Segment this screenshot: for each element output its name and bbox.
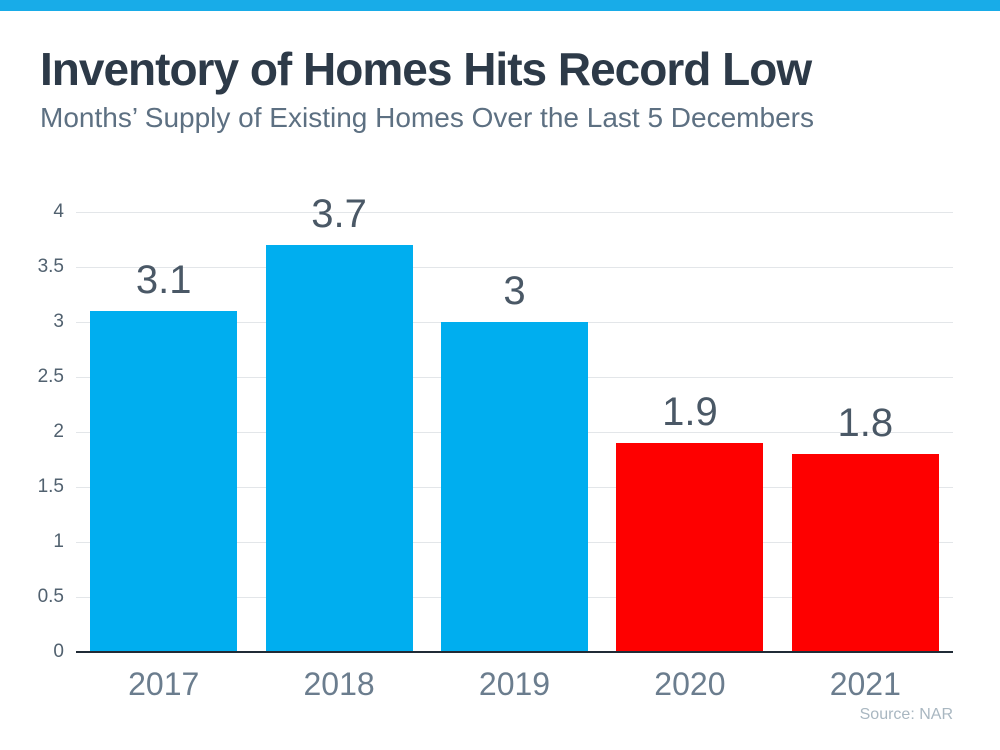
top-accent-bar: [0, 0, 1000, 11]
source-note: Source: NAR: [859, 706, 953, 723]
gridline: [76, 266, 953, 268]
y-axis-tick-label: 2: [53, 421, 64, 442]
bar-chart: 0 0.5 1 1.5 2 2.5 3 3.5 4 3.1 2017 3.7 2018 3 2019 1.9…: [0, 194, 1000, 700]
x-axis-tick-label: 2020: [654, 666, 726, 702]
bar-2020: [616, 443, 764, 652]
x-axis-line: [76, 651, 953, 653]
y-axis-tick-label: 4: [53, 201, 64, 222]
bar-value-label: 1.9: [662, 390, 718, 434]
y-axis-tick-label: 0: [53, 641, 64, 662]
bar-2018: [265, 245, 413, 652]
chart-subtitle: Months’ Supply of Existing Homes Over th…: [40, 102, 814, 133]
y-axis-tick-label: 1: [53, 531, 64, 552]
y-axis-tick-label: 0.5: [37, 586, 64, 607]
bar-value-label: 3: [503, 269, 526, 313]
y-axis-tick-label: 3: [53, 311, 64, 332]
x-axis-tick-label: 2017: [128, 666, 200, 702]
y-axis-tick-label: 3.5: [37, 256, 64, 277]
chart-title: Inventory of Homes Hits Record Low: [40, 43, 812, 95]
x-axis-tick-label: 2019: [478, 666, 551, 702]
bar-2017: [90, 311, 238, 652]
y-axis-labels: 0 0.5 1 1.5 2 2.5 3 3.5 4: [0, 201, 64, 662]
plot-area: 3.1 2017 3.7 2018 3 2019 1.9 2020 1.8 2021: [76, 194, 953, 700]
y-axis-tick-label: 1.5: [37, 476, 64, 497]
bar-2021: [791, 454, 939, 652]
y-axis-tick-label: 2.5: [37, 366, 64, 387]
x-axis-tick-label: 2021: [829, 666, 901, 702]
bar-value-label: 3.1: [135, 258, 192, 302]
bar-value-label: 1.8: [837, 401, 894, 445]
bar-value-label: 3.7: [311, 192, 367, 236]
gridline: [76, 211, 953, 213]
x-axis-tick-label: 2018: [303, 666, 375, 702]
bar-2019: [441, 322, 588, 652]
